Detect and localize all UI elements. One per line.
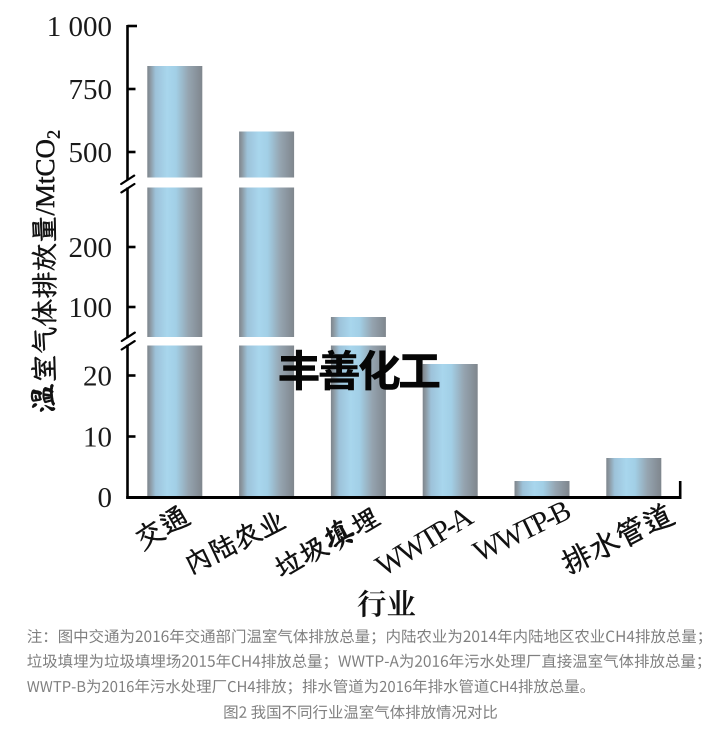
svg-text:200: 200 — [69, 232, 113, 264]
svg-text:100: 100 — [69, 292, 113, 324]
svg-text:20: 20 — [83, 360, 112, 392]
svg-text:500: 500 — [69, 137, 113, 169]
svg-text:0: 0 — [98, 482, 113, 514]
svg-text:10: 10 — [83, 421, 112, 453]
svg-text:1 000: 1 000 — [47, 11, 112, 43]
svg-text:750: 750 — [69, 74, 113, 106]
